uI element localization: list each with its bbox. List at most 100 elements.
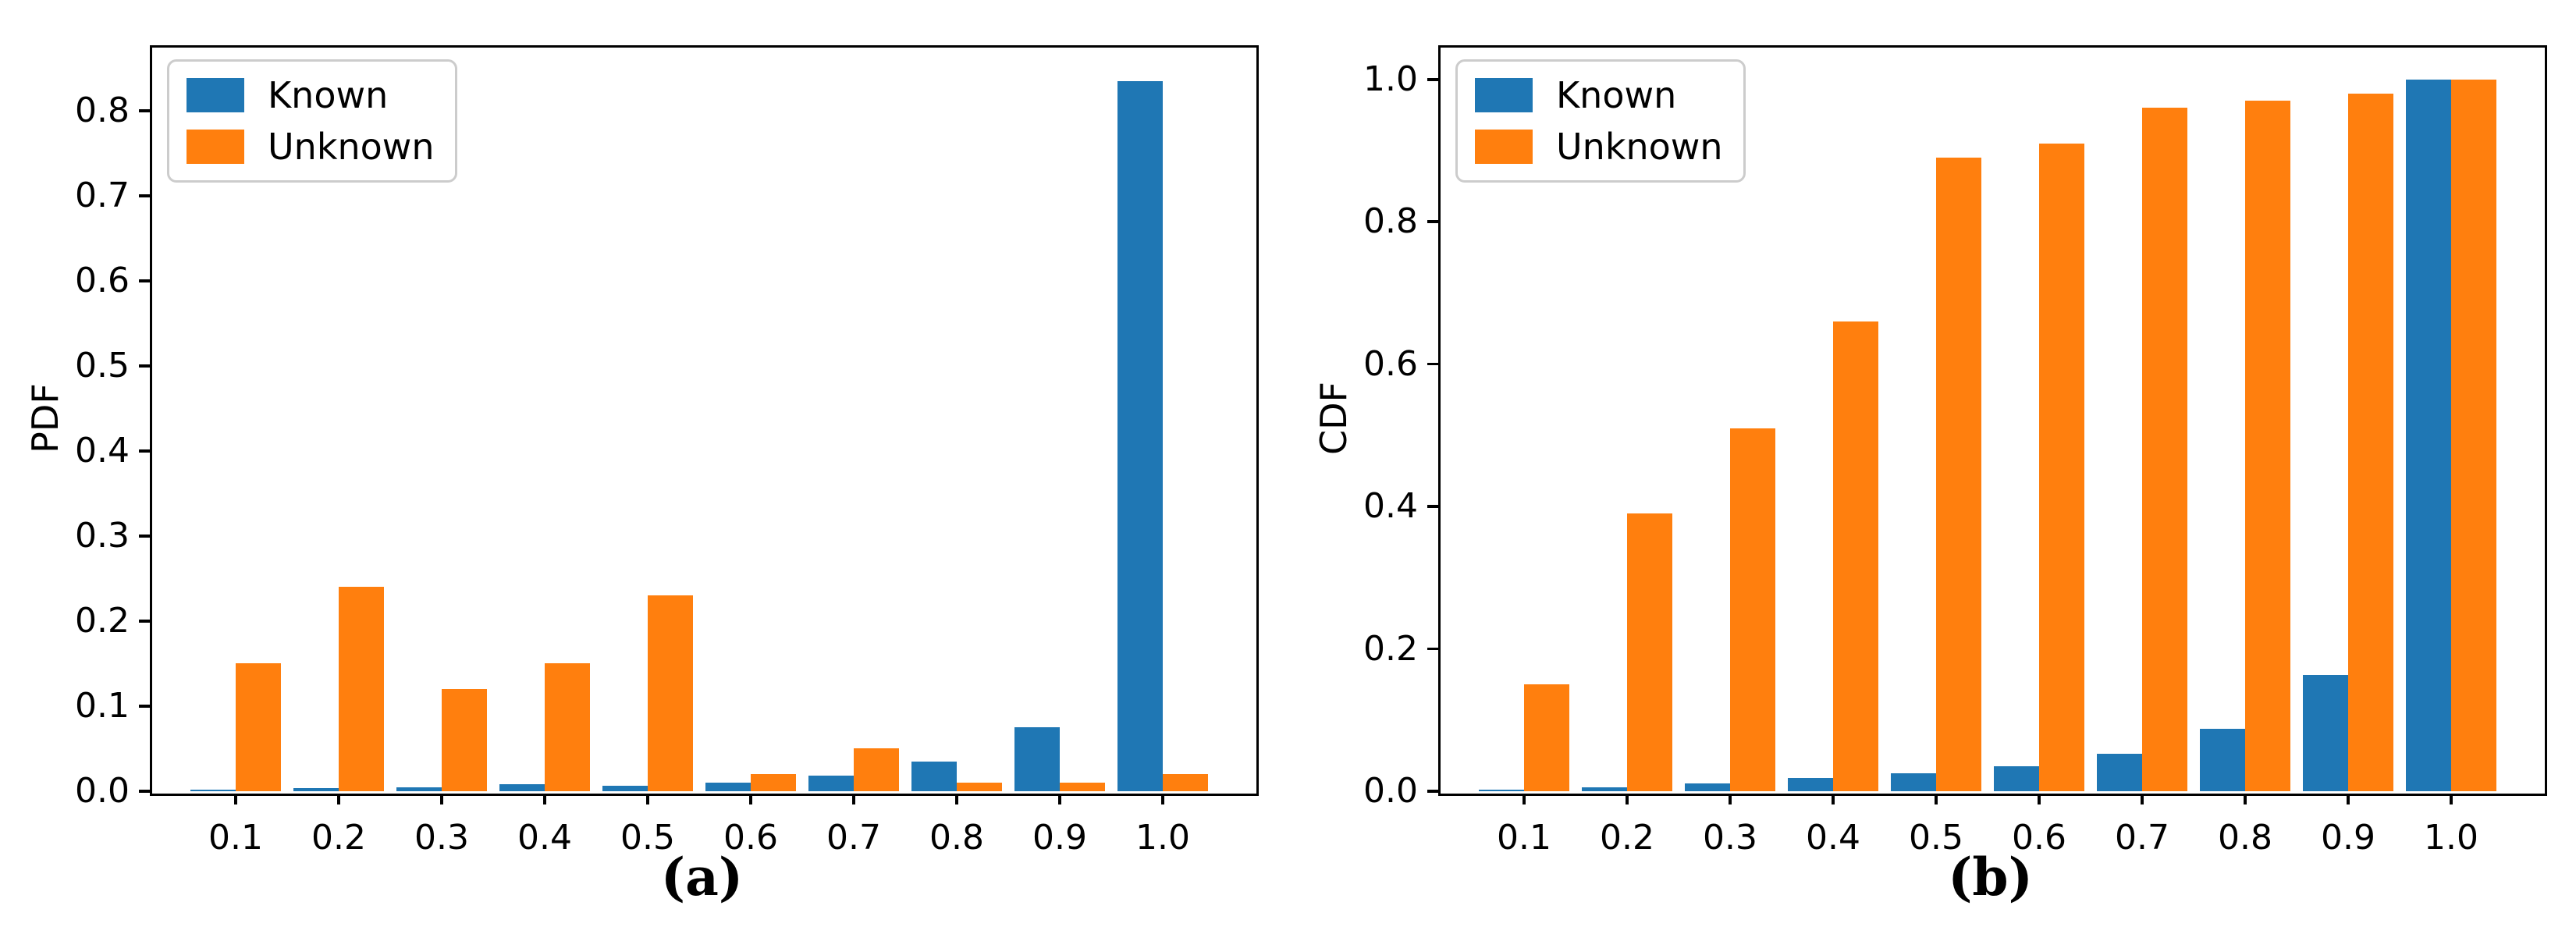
y-tick-mark — [1427, 78, 1438, 81]
bar-unknown-0.5 — [1936, 158, 1981, 791]
y-tick-label: 0.8 — [75, 90, 130, 130]
panel-caption-a: (a) — [660, 847, 744, 907]
bar-unknown-0.8 — [957, 783, 1002, 791]
x-tick-label: 0.8 — [2218, 818, 2272, 858]
x-tick-mark — [2141, 794, 2144, 804]
x-tick-mark — [1626, 794, 1629, 804]
x-tick-label: 0.2 — [1600, 818, 1654, 858]
y-tick-mark — [1427, 220, 1438, 223]
x-tick-label: 0.1 — [208, 818, 263, 858]
legend-swatch-unknown — [187, 130, 244, 164]
y-tick-mark — [139, 790, 150, 793]
y-tick-mark — [1427, 362, 1438, 366]
x-tick-mark — [955, 794, 958, 804]
x-tick-mark — [2450, 794, 2453, 804]
y-tick-label: 0.1 — [75, 685, 130, 726]
legend-entry-unknown: Unknown — [1475, 127, 1723, 166]
bar-known-0.8 — [2200, 728, 2245, 791]
x-tick-mark — [2038, 794, 2041, 804]
x-tick-label: 0.7 — [826, 818, 881, 858]
bar-known-0.3 — [1685, 783, 1730, 791]
x-tick-label: 0.9 — [2321, 818, 2375, 858]
bar-known-0.6 — [705, 783, 751, 791]
bar-unknown-0.7 — [854, 748, 899, 791]
bar-unknown-1.0 — [1163, 774, 1208, 791]
bar-unknown-0.6 — [751, 774, 796, 791]
bar-known-0.6 — [1994, 766, 2039, 791]
x-tick-label: 0.5 — [1909, 818, 1963, 858]
x-tick-label: 0.8 — [929, 818, 984, 858]
x-tick-mark — [1832, 794, 1835, 804]
y-tick-mark — [139, 535, 150, 538]
bar-known-1.0 — [2406, 79, 2451, 791]
bar-known-0.5 — [1891, 773, 1936, 791]
bar-unknown-0.8 — [2245, 101, 2290, 791]
legend-swatch-unknown — [1475, 130, 1533, 164]
y-tick-mark — [139, 279, 150, 282]
bar-unknown-0.3 — [442, 689, 487, 791]
bar-unknown-0.5 — [648, 595, 693, 791]
x-tick-mark — [543, 794, 546, 804]
y-tick-mark — [139, 449, 150, 453]
x-tick-label: 0.4 — [1806, 818, 1860, 858]
legend-swatch-known — [187, 78, 244, 112]
bar-known-0.7 — [2097, 753, 2142, 791]
y-tick-mark — [139, 109, 150, 112]
legend-label-unknown: Unknown — [1556, 126, 1723, 168]
legend-label-unknown: Unknown — [268, 126, 435, 168]
y-tick-label: 0.3 — [75, 515, 130, 556]
panel-b: CDF Known Unknown (b) 0.0 0.2 0.4 0.6 0.8 1.0… — [1288, 0, 2576, 927]
y-tick-label: 0.2 — [1363, 628, 1418, 669]
x-tick-label: 0.6 — [723, 818, 778, 858]
legend-label-known: Known — [268, 74, 389, 116]
x-tick-label: 0.2 — [311, 818, 366, 858]
x-tick-label: 1.0 — [2424, 818, 2478, 858]
bar-known-0.1 — [1479, 790, 1524, 791]
x-tick-mark — [1161, 794, 1164, 804]
x-tick-mark — [1935, 794, 1938, 804]
x-tick-mark — [852, 794, 855, 804]
y-tick-mark — [1427, 647, 1438, 651]
x-tick-mark — [1523, 794, 1526, 804]
bar-known-0.7 — [808, 776, 854, 791]
bar-known-0.5 — [602, 786, 648, 791]
y-tick-mark — [1427, 790, 1438, 793]
bar-unknown-0.4 — [545, 663, 590, 791]
x-tick-mark — [234, 794, 237, 804]
y-tick-label: 0.2 — [75, 600, 130, 641]
x-tick-label: 0.3 — [1703, 818, 1757, 858]
bar-known-1.0 — [1117, 80, 1163, 791]
x-tick-mark — [337, 794, 340, 804]
y-tick-label: 0.8 — [1363, 201, 1418, 242]
legend-label-known: Known — [1556, 74, 1677, 116]
x-tick-label: 0.9 — [1032, 818, 1087, 858]
y-tick-label: 1.0 — [1363, 59, 1418, 99]
y-tick-label: 0.0 — [75, 771, 130, 811]
legend: Known Unknown — [1455, 59, 1746, 183]
y-tick-label: 0.4 — [1363, 486, 1418, 527]
bar-unknown-0.2 — [339, 587, 384, 791]
bar-unknown-0.3 — [1730, 428, 1775, 791]
bar-known-0.8 — [911, 761, 957, 791]
bar-unknown-0.4 — [1833, 321, 1878, 791]
bar-unknown-0.1 — [1524, 684, 1569, 791]
bar-known-0.2 — [293, 787, 339, 791]
y-tick-mark — [139, 194, 150, 197]
y-axis-label-cdf: CDF — [1313, 382, 1355, 455]
bar-known-0.4 — [499, 784, 545, 791]
legend: Known Unknown — [167, 59, 457, 183]
bar-known-0.9 — [2303, 675, 2348, 791]
y-tick-label: 0.6 — [75, 260, 130, 300]
x-tick-mark — [2347, 794, 2350, 804]
bar-known-0.4 — [1788, 777, 1833, 791]
bar-unknown-0.1 — [236, 663, 281, 791]
bar-unknown-0.2 — [1627, 513, 1672, 791]
x-tick-mark — [2244, 794, 2247, 804]
legend-entry-known: Known — [1475, 76, 1723, 115]
x-tick-mark — [440, 794, 443, 804]
y-tick-label: 0.4 — [75, 430, 130, 471]
bar-unknown-0.9 — [1060, 783, 1105, 791]
bar-unknown-0.9 — [2348, 94, 2393, 791]
x-tick-mark — [1729, 794, 1732, 804]
